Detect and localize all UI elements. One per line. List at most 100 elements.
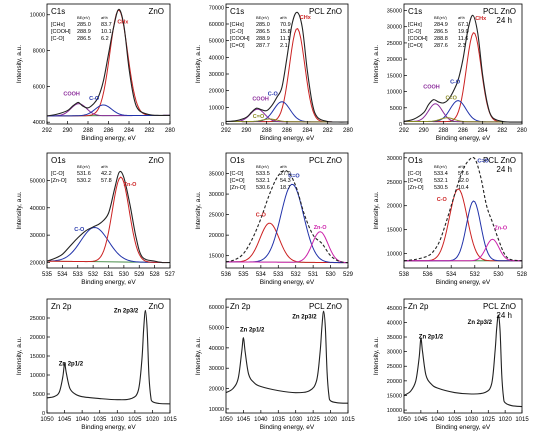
component-label: C-O: [256, 213, 267, 219]
peak-label: Zn 2p1/2: [59, 362, 84, 368]
sample-label: PCL ZnO: [309, 302, 342, 311]
y-axis-title: Intensity, a.u.: [373, 45, 380, 83]
table-header-at: at%: [458, 15, 465, 20]
spectrum-line: [46, 170, 171, 264]
y-tick-label: 30000: [387, 25, 402, 31]
y-tick-label: 30000: [209, 366, 224, 372]
table-be: 533.4: [434, 171, 448, 177]
y-tick-label: 25000: [209, 213, 224, 219]
x-tick-label: 286: [103, 128, 114, 134]
x-axis-title: Binding energy, eV: [81, 135, 136, 142]
sample-label: PCL ZnO: [483, 156, 516, 165]
x-tick-label: 1050: [397, 417, 411, 423]
y-tick-label: 10000: [387, 408, 402, 414]
plot-frame: [403, 152, 523, 269]
component-zn-o: [46, 176, 171, 264]
x-axis-title: Binding energy, eV: [260, 424, 315, 431]
table-be: 287.7: [256, 43, 270, 49]
x-tick-label: 282: [144, 128, 155, 134]
y-tick-label: 20000: [30, 261, 45, 267]
y-axis-title: Intensity, a.u.: [195, 337, 202, 375]
y-tick-label: 30000: [30, 233, 45, 239]
table-at: 2.1: [280, 43, 288, 49]
sample-label: PCL ZnO: [309, 156, 342, 165]
y-tick-label: 40000: [209, 346, 224, 352]
spectrum-line: [225, 310, 349, 404]
x-tick-label: 529: [343, 272, 354, 278]
element-label: O1s: [51, 156, 66, 165]
table-be: 532.1: [434, 178, 448, 184]
x-tick-label: 292: [221, 128, 232, 134]
table-be: 288.8: [434, 36, 448, 42]
component-cooh: [46, 103, 171, 117]
x-tick-label: 536: [423, 272, 434, 278]
component-label: CHx: [300, 15, 312, 21]
sample-sublabel: 24 h: [496, 16, 512, 25]
x-tick-label: 531: [308, 272, 319, 278]
x-tick-label: 528: [150, 272, 161, 278]
y-tick-label: 10000: [209, 105, 224, 111]
panel-o1s-pcl-zno: 536 535 534 533 532 531 530 529 15000 20000 25000 3…: [195, 152, 354, 286]
y-tick-label: 0: [42, 411, 45, 417]
y-tick-label: 40000: [387, 320, 402, 326]
table-species: [C-O]: [51, 36, 65, 42]
component-label: COOH: [423, 84, 440, 90]
x-tick-label: 280: [517, 128, 528, 134]
x-tick-label: 533: [73, 272, 84, 278]
table-at: 11.1: [280, 36, 290, 42]
sample-label: PCL ZnO: [309, 7, 342, 16]
table-species: [CHx]: [51, 22, 65, 28]
component-label: Zn-O: [124, 182, 138, 188]
y-axis-title: Intensity, a.u.: [16, 191, 23, 229]
plot-frame: [46, 298, 171, 414]
x-tick-label: 292: [42, 128, 53, 134]
y-tick-label: 20000: [387, 204, 402, 210]
x-tick-label: 282: [323, 128, 334, 134]
panel-c1s-pcl-zno: 292 290 288 286 284 282 280 0 10000 20000 30000 400…: [195, 3, 354, 142]
element-label: Zn 2p: [230, 302, 251, 311]
x-tick-label: 1025: [306, 417, 320, 423]
component-label: C-O: [74, 227, 85, 233]
table-be: 286.5: [256, 29, 270, 35]
component-label: C=O: [288, 174, 300, 180]
y-tick-label: 70000: [209, 5, 224, 11]
component-label: C=O: [445, 96, 457, 102]
y-axis-title: Intensity, a.u.: [195, 191, 202, 229]
y-axis-title: Intensity, a.u.: [16, 45, 23, 83]
y-tick-label: 30000: [209, 72, 224, 78]
table-species: [Zn-O]: [230, 185, 246, 191]
table-be: 530.6: [256, 185, 270, 191]
y-tick-label: 30000: [387, 156, 402, 162]
y-tick-label: 40000: [30, 206, 45, 212]
y-tick-label: 20000: [209, 89, 224, 95]
y-tick-label: 30000: [387, 350, 402, 356]
y-tick-label: 35000: [387, 335, 402, 341]
table-be: 533.5: [256, 171, 270, 177]
component-label: COOH: [63, 91, 80, 97]
table-species: [CHx]: [408, 22, 422, 28]
y-axis-title: Intensity, a.u.: [195, 45, 202, 83]
x-tick-label: 532: [470, 272, 481, 278]
peak-label: Zn 2p3/2: [292, 314, 317, 320]
element-label: C1s: [230, 7, 244, 16]
x-tick-label: 288: [438, 128, 449, 134]
y-tick-label: 10000: [209, 407, 224, 413]
panel-zn2p-pcl-zno: 1050 1045 1040 1035 1030 1025 1020 1015 10000 200…: [195, 298, 355, 431]
component-label: C=O: [477, 159, 489, 165]
peak-label: Zn 2p1/2: [240, 328, 265, 334]
x-tick-label: 282: [497, 128, 508, 134]
x-tick-label: 288: [83, 128, 94, 134]
y-tick-label: 20000: [387, 379, 402, 385]
component-label: C=O: [253, 114, 265, 120]
table-at: 42.2: [101, 171, 112, 177]
x-tick-label: 1040: [254, 417, 268, 423]
y-tick-label: 10000: [387, 90, 402, 96]
component-label: C-O: [450, 79, 461, 85]
x-tick-label: 1025: [482, 417, 496, 423]
table-species: [C-O]: [230, 171, 244, 177]
table-be: 286.5: [77, 36, 91, 42]
panel-c1s-zno: 292 290 288 286 284 282 280 4000 6000 8000 10000 Bi…: [16, 3, 176, 142]
component-label: C-O: [89, 96, 100, 102]
sample-label: ZnO: [148, 302, 164, 311]
spectrum-line: [225, 11, 349, 123]
